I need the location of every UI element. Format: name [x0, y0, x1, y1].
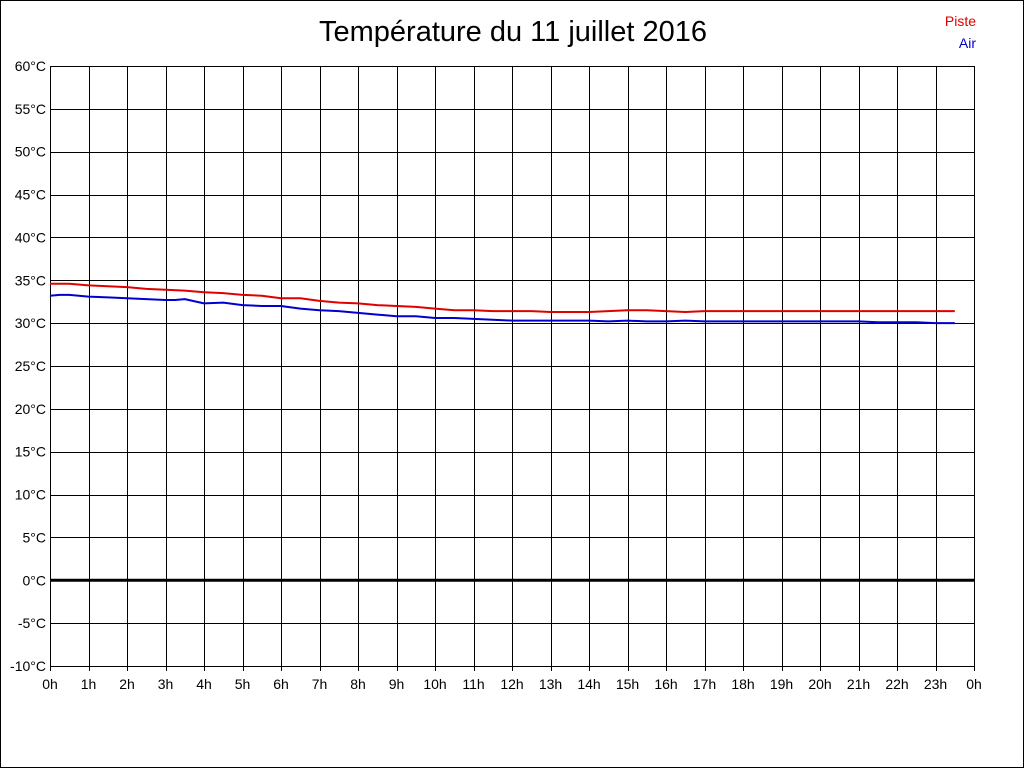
plot-area-border — [50, 66, 975, 667]
x-tick-label: 22h — [885, 676, 908, 692]
x-tick-label: 18h — [731, 676, 754, 692]
x-tick-label: 14h — [577, 676, 600, 692]
x-tick-label: 0h — [966, 676, 982, 692]
x-tick-label: 9h — [389, 676, 405, 692]
y-tick-label: 55°C — [15, 101, 46, 117]
x-tick-label: 6h — [273, 676, 289, 692]
x-tick-label: 11h — [462, 676, 484, 692]
y-tick-label: 30°C — [15, 315, 46, 331]
x-tick-label: 4h — [196, 676, 212, 692]
legend-entry-piste: Piste — [944, 13, 976, 29]
legend-entry-air: Air — [958, 35, 976, 51]
y-tick-label: 40°C — [15, 229, 46, 245]
y-tick-label: -5°C — [18, 615, 46, 631]
y-tick-label: 0°C — [23, 572, 47, 588]
x-tick-label: 21h — [847, 676, 870, 692]
y-tick-label: 25°C — [15, 358, 46, 374]
x-tick-label: 1h — [81, 676, 97, 692]
chart-title: Température du 11 juillet 2016 — [319, 16, 707, 48]
x-tick-label: 0h — [42, 676, 58, 692]
x-tick-label: 12h — [500, 676, 523, 692]
x-tick-label: 10h — [423, 676, 446, 692]
x-tick-label: 23h — [924, 676, 947, 692]
x-tick-label: 2h — [119, 676, 135, 692]
y-tick-label: 35°C — [15, 272, 46, 288]
y-tick-label: 45°C — [15, 187, 46, 203]
x-tick-label: 7h — [312, 676, 328, 692]
x-tick-label: 16h — [654, 676, 677, 692]
y-tick-label: 50°C — [15, 144, 46, 160]
series — [49, 282, 955, 325]
x-tick-label: 17h — [693, 676, 716, 692]
y-tick-label: 60°C — [15, 58, 46, 74]
x-tick-label: 5h — [235, 676, 251, 692]
y-tick-label: 20°C — [15, 401, 46, 417]
x-tick-label: 19h — [770, 676, 793, 692]
x-tick-label: 8h — [350, 676, 366, 692]
series-line-piste — [50, 282, 955, 313]
y-tick-label: 15°C — [15, 444, 46, 460]
x-tick-label: 3h — [158, 676, 174, 692]
x-tick-label: 15h — [616, 676, 639, 692]
x-tick-label: 13h — [539, 676, 562, 692]
x-tick-label: 20h — [808, 676, 831, 692]
y-tick-label: -10°C — [10, 658, 46, 674]
y-tick-label: 10°C — [15, 487, 46, 503]
axes: 60°C 55°C 50°C 45°C 40°C 35°C 30°C 25°C 20°C 15°C… — [10, 58, 982, 692]
series-line-air — [49, 293, 955, 325]
y-tick-label: 5°C — [23, 529, 47, 545]
